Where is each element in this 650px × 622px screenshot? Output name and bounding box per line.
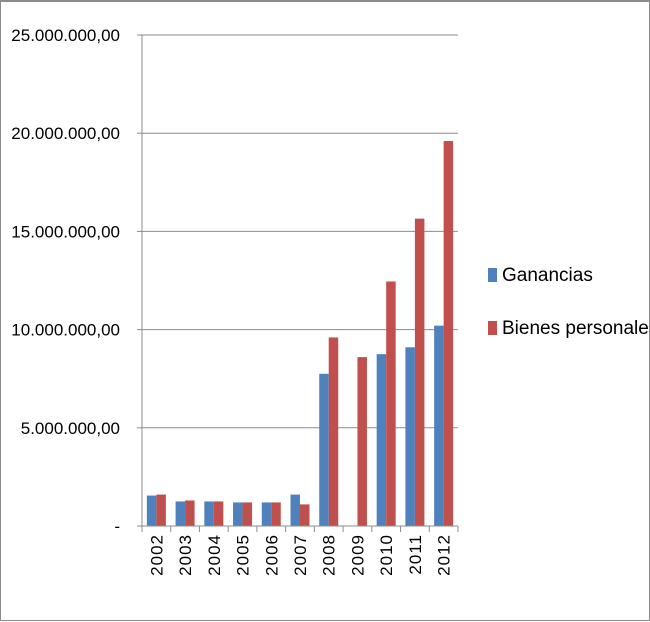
bar-ganancias-2008 [319,373,329,526]
y-tick-label: 25.000.000,00 [11,26,120,45]
x-tick-label-2011: 2011 [406,534,425,575]
legend: Ganancias Bienes personales [488,265,650,339]
legend-label-bienes-personales: Bienes personales [502,318,650,339]
bar-ganancias-2010 [376,354,387,526]
y-tick-label: - [114,517,120,536]
x-axis-ticks: 2002 2003 2004 2005 2006 2007 2008 2009 2010 2011… [147,534,453,576]
x-tick-label-2003: 2003 [176,534,195,576]
x-tick-label-2009: 2009 [348,534,367,576]
bar-bienes-personales-2007 [300,504,310,526]
bar-bienes-personales-2012 [443,141,454,526]
gridlines [142,34,458,429]
bar-ganancias-2004 [204,501,214,526]
x-tick-label-2004: 2004 [205,534,224,576]
bar-bienes-personales-2009 [357,357,367,526]
bar-ganancias-2006 [261,502,272,526]
bar-ganancias-2007 [290,494,300,526]
y-tick-label: 20.000.000,00 [11,124,120,143]
axes [137,34,459,532]
bar-ganancias-2011 [405,347,415,526]
bar-bienes-personales-2002 [156,494,166,526]
x-tick-label-2006: 2006 [262,534,281,576]
x-tick-label-2007: 2007 [291,534,310,576]
bar-bienes-personales-2006 [271,502,281,526]
bar-bienes-personales-2008 [328,337,339,526]
bar-bienes-personales-2003 [185,500,195,526]
y-tick-label: 15.000.000,00 [11,222,120,241]
x-tick-label-2005: 2005 [234,534,253,576]
bars [146,141,454,526]
legend-swatch-bienes-personales [488,321,497,335]
y-axis-ticks: - 5.000.000,00 10.000.000,00 15.000.000,00 2… [11,26,120,536]
x-tick-label-2002: 2002 [147,534,166,576]
bar-bienes-personales-2011 [414,218,425,526]
x-tick-label-2012: 2012 [435,534,454,576]
x-tick-label-2008: 2008 [320,534,339,576]
legend-label-ganancias: Ganancias [502,265,593,286]
bar-bienes-personales-2004 [213,501,224,526]
bar-ganancias-2005 [233,502,243,526]
y-tick-label: 5.000.000,00 [21,419,120,438]
bar-ganancias-2012 [434,325,444,526]
bar-bienes-personales-2005 [242,502,253,526]
x-tick-label-2010: 2010 [377,534,396,576]
y-tick-label: 10.000.000,00 [11,321,120,340]
bar-ganancias-2002 [146,495,157,526]
bar-bienes-personales-2010 [386,281,396,526]
legend-swatch-ganancias [488,268,497,282]
bar-ganancias-2003 [175,501,186,526]
